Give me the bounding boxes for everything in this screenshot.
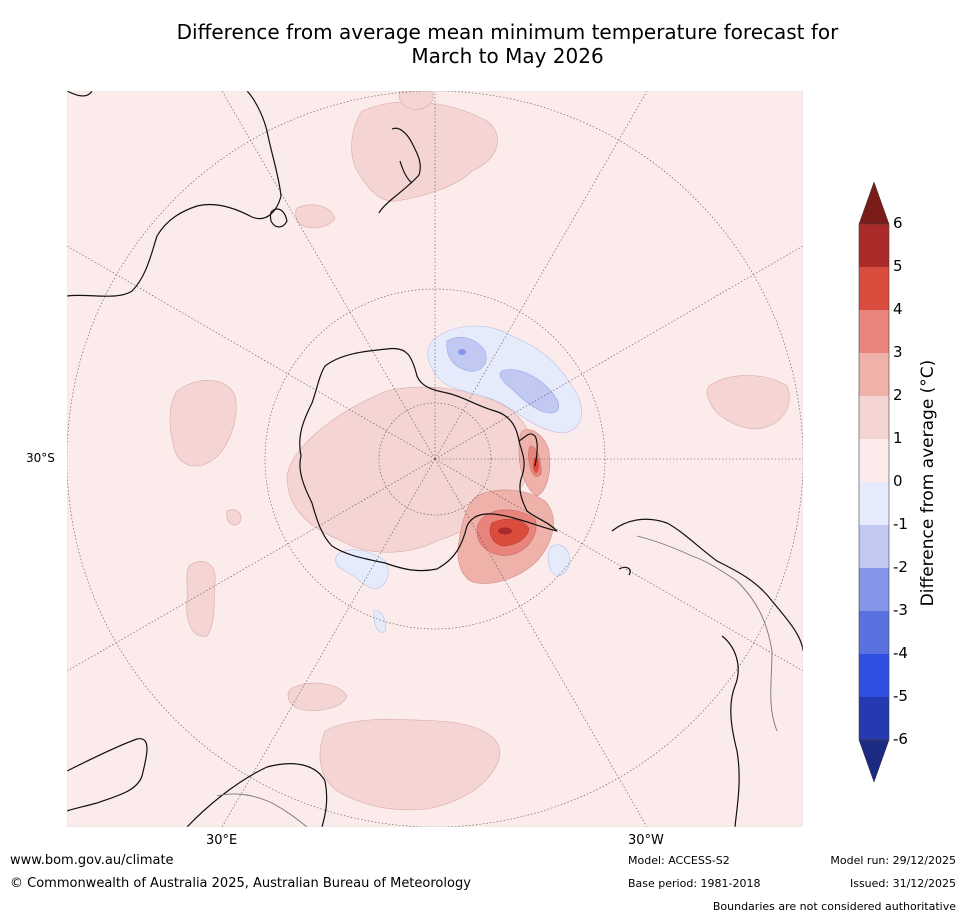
meridian-120e bbox=[67, 245, 436, 460]
colorbar-tick-label: -3 bbox=[893, 601, 908, 619]
warm-region-atlantic-south bbox=[186, 561, 216, 637]
base-period: Base period: 1981-2018 bbox=[628, 877, 761, 890]
cool-region-weddell-core-2 bbox=[499, 369, 560, 414]
copyright-text: © Commonwealth of Australia 2025, Austra… bbox=[10, 876, 471, 891]
colorbar-tick-label: 1 bbox=[893, 429, 903, 447]
temperature-anomaly-map bbox=[67, 91, 803, 827]
colorbar-arrow-bottom bbox=[858, 739, 890, 783]
colorbar-segment bbox=[859, 482, 889, 525]
cool-region-weddell-peak bbox=[458, 349, 466, 355]
website-link[interactable]: www.bom.gov.au/climate bbox=[10, 853, 174, 868]
colorbar-segment bbox=[859, 568, 889, 611]
colorbar-tick-label: -6 bbox=[893, 730, 908, 748]
colorbar-tick-label: -5 bbox=[893, 687, 908, 705]
warm-region-tasman-north bbox=[398, 91, 434, 110]
africa-border bbox=[216, 793, 308, 827]
cool-anomaly-regions bbox=[335, 325, 582, 633]
colorbar-tick-label: -2 bbox=[893, 558, 908, 576]
coastlines bbox=[67, 91, 803, 827]
warm-region-indian-ocean bbox=[169, 380, 237, 467]
meridian-120w bbox=[434, 245, 803, 460]
colorbar-outline bbox=[858, 223, 890, 741]
model-name: Model: ACCESS-S2 bbox=[628, 854, 730, 867]
colorbar-segment bbox=[859, 525, 889, 568]
colorbar-tick-label: 5 bbox=[893, 257, 903, 275]
longitude-label-30e: 30°E bbox=[206, 833, 238, 848]
warm-region-small-1 bbox=[295, 204, 336, 229]
south-america-coastline bbox=[611, 518, 803, 827]
australia-coastline bbox=[67, 91, 282, 297]
colorbar-segment bbox=[859, 439, 889, 482]
colorbar-segment bbox=[859, 611, 889, 654]
colorbar-tick-label: 0 bbox=[893, 472, 903, 490]
cool-region-weddell-core-1 bbox=[446, 337, 487, 372]
colorbar-segment bbox=[859, 697, 889, 740]
new-zealand-coastline bbox=[378, 127, 421, 214]
tasmania-coastline bbox=[269, 208, 288, 228]
colorbar-tick-label: 3 bbox=[893, 343, 903, 361]
warm-region-africa-east bbox=[226, 509, 242, 526]
colorbar-title: Difference from average (°C) bbox=[918, 359, 938, 607]
antarctic-peninsula-coastline bbox=[518, 433, 538, 467]
cool-region-small bbox=[373, 610, 386, 633]
warm-region-peninsula-peak bbox=[533, 457, 539, 473]
warm-region-east-pacific bbox=[706, 375, 790, 430]
cool-region-ross bbox=[547, 544, 570, 576]
map-title: Difference from average mean minimum tem… bbox=[0, 20, 965, 68]
title-line-2: March to May 2026 bbox=[411, 44, 604, 68]
colorbar bbox=[858, 181, 890, 783]
meridian-60w bbox=[434, 458, 803, 672]
colorbar-segment bbox=[859, 310, 889, 353]
land-borders bbox=[216, 535, 778, 827]
colorbar-tick-label: -1 bbox=[893, 515, 908, 533]
colorbar-segment bbox=[859, 267, 889, 310]
colorbar-tick-label: 6 bbox=[893, 214, 903, 232]
warm-region-amundsen-max bbox=[498, 527, 512, 535]
meridian-150e bbox=[221, 91, 436, 460]
latitude-label-30s: 30°S bbox=[26, 451, 55, 465]
colorbar-tick-label: 2 bbox=[893, 386, 903, 404]
colorbar-segment bbox=[859, 353, 889, 396]
antarctica-coastline bbox=[299, 347, 558, 572]
issued-date: Issued: 31/12/2025 bbox=[849, 877, 956, 890]
warm-region-south-atlantic-3 bbox=[319, 719, 501, 811]
warm-region-south-pacific bbox=[351, 101, 498, 202]
meridian-30e bbox=[221, 458, 436, 827]
colorbar-arrow-top bbox=[858, 181, 890, 225]
boundaries-disclaimer: Boundaries are not considered authoritat… bbox=[712, 900, 956, 913]
meridian-60e bbox=[67, 458, 436, 672]
longitude-label-30w: 30°W bbox=[628, 833, 664, 848]
model-run-date: Model run: 29/12/2025 bbox=[830, 854, 956, 867]
colorbar-segment bbox=[859, 654, 889, 697]
warm-region-south-atlantic-2 bbox=[287, 682, 348, 711]
meridian-150w bbox=[434, 91, 648, 460]
colorbar-tick-label: 4 bbox=[893, 300, 903, 318]
cool-region-wilkes bbox=[335, 549, 389, 590]
south-georgia-coastline bbox=[618, 566, 631, 576]
africa-coastline bbox=[67, 738, 328, 827]
colorbar-segment bbox=[859, 224, 889, 267]
title-line-1: Difference from average mean minimum tem… bbox=[176, 20, 839, 44]
colorbar-segment bbox=[859, 396, 889, 439]
south-america-border bbox=[636, 535, 778, 732]
colorbar-tick-label: -4 bbox=[893, 644, 908, 662]
latitude-circle-60s bbox=[264, 288, 606, 630]
